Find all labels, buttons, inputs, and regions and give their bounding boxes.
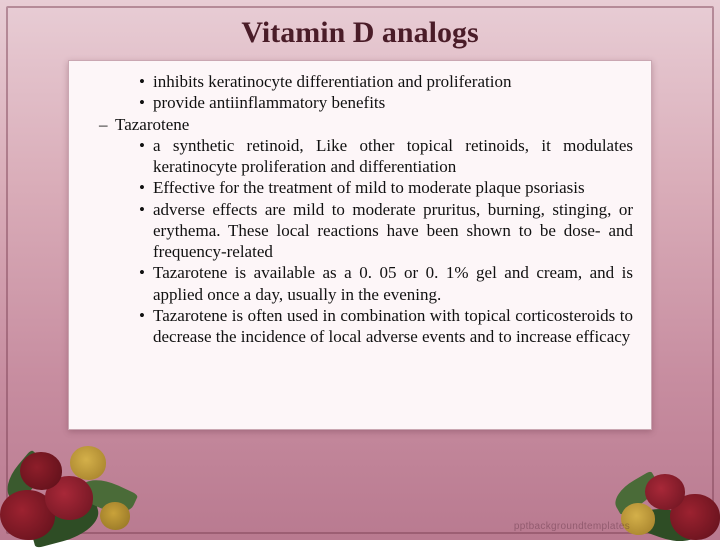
- slide-title: Vitamin D analogs: [0, 16, 720, 50]
- content-textbox: inhibits keratinocyte differentiation an…: [68, 60, 652, 430]
- bullet-item: Effective for the treatment of mild to m…: [139, 177, 633, 198]
- bullet-item: Tazarotene is available as a 0. 05 or 0.…: [139, 262, 633, 305]
- bullet-item: provide antiinflammatory benefits: [139, 92, 633, 113]
- watermark-text: pptbackgroundtemplates: [514, 521, 630, 532]
- bullet-item: Tazarotene: [99, 114, 633, 135]
- bullet-item: adverse effects are mild to moderate pru…: [139, 199, 633, 263]
- bullet-item: Tazarotene is often used in combination …: [139, 305, 633, 348]
- bullet-item: inhibits keratinocyte differentiation an…: [139, 71, 633, 92]
- bullet-item: a synthetic retinoid, Like other topical…: [139, 135, 633, 178]
